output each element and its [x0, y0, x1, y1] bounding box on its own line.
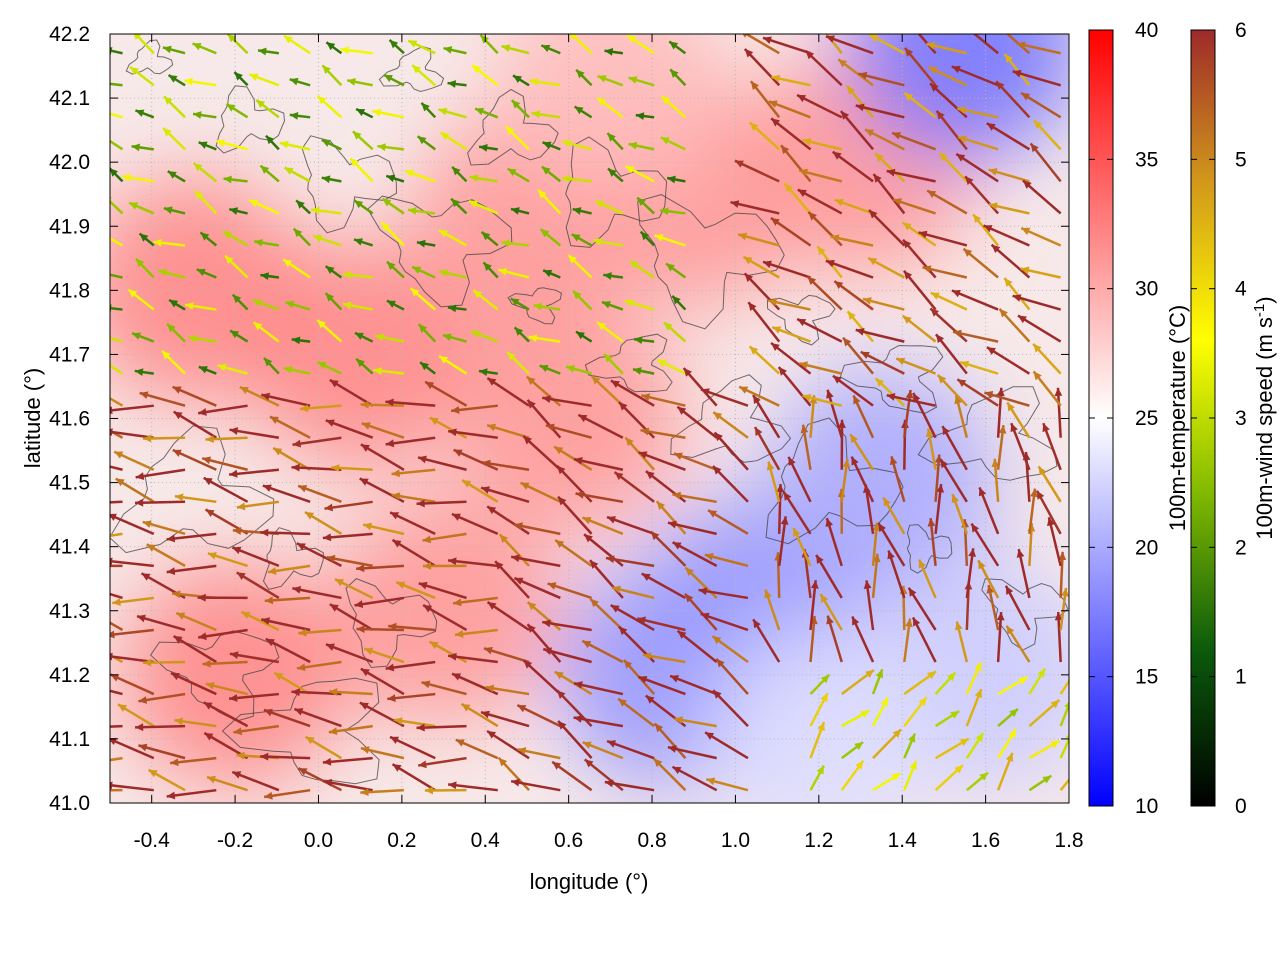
y-tick-label: 41.6 [49, 408, 90, 431]
wind-colorbar-tick-label: 0 [1235, 795, 1247, 818]
y-tick-label: 41.2 [49, 664, 90, 687]
wind-vector-head [74, 456, 83, 464]
wind-colorbar-tick-label: 5 [1235, 148, 1247, 171]
y-tick-label: 41.5 [49, 472, 90, 495]
x-tick-label: -0.4 [134, 829, 171, 852]
wind-colorbar-tick-label: 1 [1235, 666, 1247, 689]
wind-vector-head [100, 80, 109, 88]
wind-vector-head [94, 332, 103, 340]
wind-colorbar-tick-label: 3 [1235, 407, 1247, 430]
wind-vector-head [74, 562, 82, 570]
wind-vector-head [75, 582, 84, 589]
temperature-colorbar-tick-label: 15 [1135, 666, 1158, 689]
x-tick-label: 0.4 [471, 829, 501, 852]
temperature-colorbar-tick-label: 40 [1135, 19, 1158, 42]
y-axis-label: latitude (°) [20, 368, 45, 469]
wind-vector-head [1077, 760, 1085, 769]
wind-vector-head [104, 428, 113, 436]
y-tick-label: 41.7 [49, 343, 90, 366]
y-tick-label: 41.3 [49, 600, 90, 623]
wind-colorbar-tick-label: 2 [1235, 536, 1247, 559]
x-tick-label: 1.8 [1054, 829, 1083, 852]
wind-vector-head [104, 558, 112, 566]
y-tick-label: 42.0 [49, 151, 90, 174]
temperature-colorbar-tick-label: 35 [1135, 148, 1158, 171]
x-tick-label: 1.4 [888, 829, 918, 852]
wind-colorbar-label: 100m-wind speed (m s-1) [1251, 296, 1277, 539]
y-tick-label: 41.1 [49, 728, 90, 751]
temperature-colorbar-tick-label: 10 [1135, 795, 1158, 818]
wind-vector-head [91, 107, 100, 115]
x-tick-label: 1.6 [971, 829, 1000, 852]
wind-colorbar: 0 1 2 3 4 5 6 100m-wind speed (m s-1) [1191, 19, 1277, 818]
wind-vector-head [86, 642, 95, 649]
wind-vector-head [73, 500, 81, 508]
wind-vector-head [960, 22, 969, 30]
x-tick-label: 1.2 [804, 829, 833, 852]
wind-vector-head [79, 760, 88, 768]
x-tick-label: 1.0 [721, 829, 750, 852]
wind-vector-head [100, 271, 109, 279]
x-tick-label: 0.6 [554, 829, 583, 852]
plot-area [73, 0, 1101, 854]
wind-vector-head [94, 230, 103, 237]
y-tick-label: 42.2 [49, 23, 90, 46]
wind-vector-head [97, 357, 106, 365]
y-tick-label: 41.4 [49, 536, 90, 559]
wind-vector-head [995, 23, 1004, 31]
wind-vector-head [1074, 662, 1082, 671]
x-tick-label: 0.2 [387, 829, 416, 852]
y-tick-label: 41.9 [49, 215, 90, 238]
wind-vector-head [104, 782, 112, 790]
temperature-colorbar-label: 100m-temperature (°C) [1165, 305, 1190, 531]
wind-vector-head [104, 653, 113, 661]
y-tick-label: 41.8 [49, 279, 90, 302]
x-tick-label: -0.2 [217, 829, 253, 852]
wind-vector-head [816, 21, 824, 30]
wind-vector-head [85, 384, 94, 391]
x-tick-label: 0.0 [304, 829, 333, 852]
y-tick-label: 41.0 [49, 792, 90, 815]
wind-vector-head [101, 135, 110, 143]
y-tick-label: 42.1 [49, 87, 90, 110]
temperature-colorbar-tick-label: 25 [1135, 407, 1158, 430]
temperature-colorbar-tick-label: 20 [1135, 536, 1158, 559]
wind-vector-head [104, 406, 112, 414]
temperature-colorbar: 10 15 20 25 30 35 40 100m-temperature (°C) [1089, 19, 1190, 818]
x-axis-label: longitude (°) [530, 869, 649, 894]
wind-vector-head [903, 15, 911, 24]
temperature-colorbar-tick-label: 30 [1135, 278, 1158, 301]
x-tick-label: 0.8 [637, 829, 666, 852]
wind-colorbar-tick-label: 6 [1235, 19, 1247, 42]
wind-colorbar-tick-label: 4 [1235, 278, 1247, 301]
